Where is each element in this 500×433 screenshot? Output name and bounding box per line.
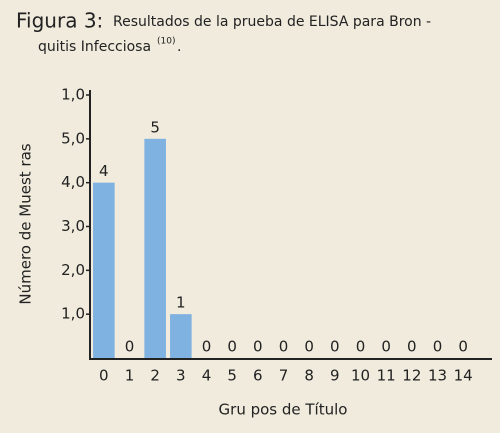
data-label: 0 xyxy=(458,338,468,356)
data-label: 5 xyxy=(150,118,160,136)
x-tick-label: 12 xyxy=(402,367,421,385)
bar xyxy=(170,314,192,358)
data-label: 0 xyxy=(330,338,340,356)
y-tick-label: 2,0 xyxy=(61,261,85,279)
title-reference: (10) xyxy=(157,37,175,47)
x-tick-label: 7 xyxy=(279,367,289,385)
x-tick-label: 13 xyxy=(428,367,447,385)
bar xyxy=(144,138,166,358)
chart-title: Resultados de la prueba de ELISA para Br… xyxy=(113,14,431,30)
y-tick-label: 1,0 xyxy=(61,305,85,323)
x-tick-label: 10 xyxy=(351,367,370,385)
x-tick-label: 1 xyxy=(125,367,135,385)
data-label: 1 xyxy=(176,294,186,312)
x-tick-label: 9 xyxy=(330,367,340,385)
data-label: 0 xyxy=(381,338,391,356)
bar xyxy=(93,182,115,358)
y-tick-label: 4,0 xyxy=(61,173,85,191)
title-end: . xyxy=(177,39,181,55)
data-label: 0 xyxy=(253,338,263,356)
data-label: 0 xyxy=(125,338,135,356)
y-tick-label: 3,0 xyxy=(61,217,85,235)
x-tick-label: 14 xyxy=(454,367,473,385)
x-axis-label: Gru pos de Título xyxy=(219,401,348,419)
x-tick-label: 0 xyxy=(99,367,109,385)
y-tick-label: 1,0 xyxy=(61,86,85,104)
data-label: 4 xyxy=(99,162,109,180)
y-axis-label: Número de Muest ras xyxy=(17,143,35,304)
data-label: 0 xyxy=(227,338,237,356)
chart-title: quitis Infecciosa xyxy=(38,39,151,55)
x-tick-label: 5 xyxy=(227,367,237,385)
data-label: 0 xyxy=(356,338,366,356)
x-tick-label: 8 xyxy=(304,367,314,385)
data-label: 0 xyxy=(279,338,289,356)
x-tick-label: 11 xyxy=(377,367,396,385)
x-tick-label: 6 xyxy=(253,367,263,385)
x-tick-label: 3 xyxy=(176,367,186,385)
y-tick-label: 5,0 xyxy=(61,129,85,147)
x-tick-label: 4 xyxy=(202,367,212,385)
data-label: 0 xyxy=(304,338,314,356)
x-tick-label: 2 xyxy=(150,367,160,385)
data-label: 0 xyxy=(202,338,212,356)
data-label: 0 xyxy=(407,338,417,356)
data-label: 0 xyxy=(433,338,443,356)
figure-label: Figura 3: xyxy=(16,9,103,33)
